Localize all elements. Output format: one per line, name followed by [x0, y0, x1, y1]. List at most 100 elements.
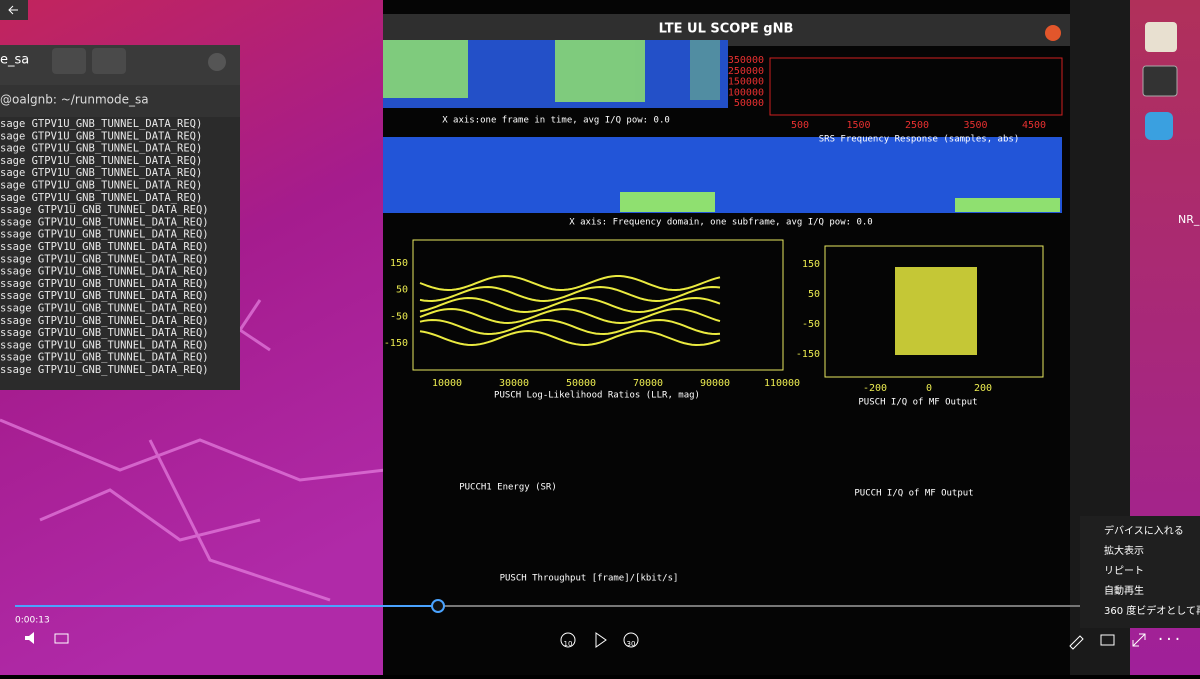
llr-wave	[419, 318, 721, 336]
terminal-line: ssage GTPV1U_GNB_TUNNEL_DATA_REQ)	[0, 339, 209, 351]
x-tick-label: 3500	[963, 120, 987, 131]
y-tick-label: -150	[796, 349, 820, 360]
x-tick-label: 110000	[764, 378, 800, 389]
back-icon	[8, 5, 18, 15]
x-tick-label: 4500	[1022, 120, 1046, 131]
plot-caption: PUSCH I/Q of MF Output	[858, 398, 977, 408]
plot-caption: X axis:one frame in time, avg I/Q pow: 0…	[442, 116, 670, 126]
y-tick-label: 50000	[734, 98, 764, 109]
menu-button[interactable]	[92, 48, 126, 74]
skip-back-button[interactable]	[560, 632, 576, 648]
menu-item[interactable]: 拡大表示	[1104, 544, 1144, 557]
current-time: 0:00:13	[15, 616, 50, 626]
terminal-line: sage GTPV1U_GNB_TUNNEL_DATA_REQ)	[0, 155, 202, 167]
x-tick-label: 70000	[633, 378, 663, 389]
y-tick-label: 150	[802, 259, 820, 270]
terminal-line: ssage GTPV1U_GNB_TUNNEL_DATA_REQ)	[0, 303, 209, 315]
plot-caption: PUSCH Throughput [frame]/[kbit/s]	[500, 574, 679, 584]
x-tick-label: 200	[974, 383, 992, 394]
menu-item[interactable]: 自動再生	[1104, 584, 1144, 597]
plot-caption: PUCCH1 Energy (SR)	[459, 483, 557, 493]
y-tick-label: -50	[390, 311, 408, 322]
y-tick-label: 50	[396, 285, 408, 296]
skip-forward-label: 30	[627, 640, 636, 648]
y-tick-label: -150	[384, 338, 408, 349]
progress-thumb[interactable]	[431, 599, 445, 613]
terminal-title: e_sa	[0, 53, 29, 68]
terminal-line: ssage GTPV1U_GNB_TUNNEL_DATA_REQ)	[0, 352, 209, 364]
y-tick-label: 150	[390, 258, 408, 269]
srs-plot	[769, 57, 1063, 116]
search-button[interactable]	[52, 48, 86, 74]
x-tick-label: 90000	[700, 378, 730, 389]
terminal-line: ssage GTPV1U_GNB_TUNNEL_DATA_REQ)	[0, 266, 209, 278]
dock-terminal[interactable]	[1142, 65, 1178, 97]
time-plot-signal	[383, 40, 720, 102]
y-tick-label: 250000	[728, 66, 764, 77]
y-tick-label: 50	[808, 289, 820, 300]
freq-plot	[383, 137, 1062, 213]
freq-signal	[955, 198, 1060, 212]
x-tick-label: -200	[863, 383, 887, 394]
terminal-line: ssage GTPV1U_GNB_TUNNEL_DATA_REQ)	[0, 364, 209, 376]
more-button[interactable]: ···	[1156, 632, 1181, 648]
plot-caption: PUSCH Log-Likelihood Ratios (LLR, mag)	[494, 391, 700, 401]
wallpaper-lines	[0, 299, 386, 602]
dock-files[interactable]	[1145, 22, 1177, 52]
skip-forward-button[interactable]	[623, 632, 639, 648]
terminal-line: sage GTPV1U_GNB_TUNNEL_DATA_REQ)	[0, 167, 202, 179]
volume-button[interactable]	[25, 632, 34, 644]
llr-wave	[419, 329, 721, 347]
terminal-line: ssage GTPV1U_GNB_TUNNEL_DATA_REQ)	[0, 253, 209, 265]
terminal-line: sage GTPV1U_GNB_TUNNEL_DATA_REQ)	[0, 143, 202, 155]
scope-close[interactable]	[1045, 25, 1061, 41]
miniview-button[interactable]	[1100, 634, 1115, 646]
x-tick-label: 500	[791, 120, 809, 131]
freq-signal	[620, 192, 715, 212]
iq-points	[895, 267, 977, 355]
dock-app[interactable]	[1145, 112, 1173, 140]
scope-title: LTE UL SCOPE gNB	[659, 22, 794, 37]
llr-wave	[419, 296, 721, 314]
captions-button[interactable]	[54, 633, 69, 644]
terminal-line: ssage GTPV1U_GNB_TUNNEL_DATA_REQ)	[0, 278, 209, 290]
terminal-tab	[0, 85, 240, 117]
llr-plot	[412, 239, 784, 371]
x-tick-label: 50000	[566, 378, 596, 389]
terminal-line: ssage GTPV1U_GNB_TUNNEL_DATA_REQ)	[0, 315, 209, 327]
x-tick-label: 2500	[905, 120, 929, 131]
terminal-line: ssage GTPV1U_GNB_TUNNEL_DATA_REQ)	[0, 216, 209, 228]
llr-wave	[419, 274, 721, 292]
y-tick-label: 350000	[728, 55, 764, 66]
menu-item[interactable]: デバイスに入れる	[1104, 524, 1184, 537]
terminal-line: sage GTPV1U_GNB_TUNNEL_DATA_REQ)	[0, 118, 202, 130]
terminal-line: ssage GTPV1U_GNB_TUNNEL_DATA_REQ)	[0, 229, 209, 241]
x-tick-label: 1500	[846, 120, 870, 131]
terminal-line: ssage GTPV1U_GNB_TUNNEL_DATA_REQ)	[0, 241, 209, 253]
fullscreen-button[interactable]	[1132, 633, 1146, 647]
terminal-line: ssage GTPV1U_GNB_TUNNEL_DATA_REQ)	[0, 290, 209, 302]
y-tick-label: 150000	[728, 77, 764, 88]
terminal-line: sage GTPV1U_GNB_TUNNEL_DATA_REQ)	[0, 192, 202, 204]
terminal-line: sage GTPV1U_GNB_TUNNEL_DATA_REQ)	[0, 180, 202, 192]
edit-button[interactable]	[1069, 635, 1084, 650]
llr-wave	[419, 307, 721, 325]
dock-label: NR_S	[1178, 213, 1200, 226]
menu-item[interactable]: 360 度ビデオとして再生	[1104, 604, 1200, 617]
x-tick-label: 0	[926, 383, 932, 394]
llr-points	[419, 274, 721, 347]
menu-item[interactable]: リピート	[1104, 565, 1144, 577]
plot-caption: SRS Frequency Response (samples, abs)	[819, 135, 1019, 145]
terminal-line: ssage GTPV1U_GNB_TUNNEL_DATA_REQ)	[0, 204, 209, 216]
terminal-line: ssage GTPV1U_GNB_TUNNEL_DATA_REQ)	[0, 327, 209, 339]
close-button[interactable]	[208, 53, 226, 71]
iq-plot	[824, 245, 1044, 378]
terminal-tab-title: @oalgnb: ~/runmode_sa	[0, 93, 149, 107]
play-button[interactable]	[595, 632, 607, 648]
terminal-line: sage GTPV1U_GNB_TUNNEL_DATA_REQ)	[0, 130, 202, 142]
y-tick-label: -50	[802, 319, 820, 330]
plot-caption: X axis: Frequency domain, one subframe, …	[569, 218, 872, 228]
x-tick-label: 10000	[432, 378, 462, 389]
more-menu	[1080, 516, 1200, 628]
